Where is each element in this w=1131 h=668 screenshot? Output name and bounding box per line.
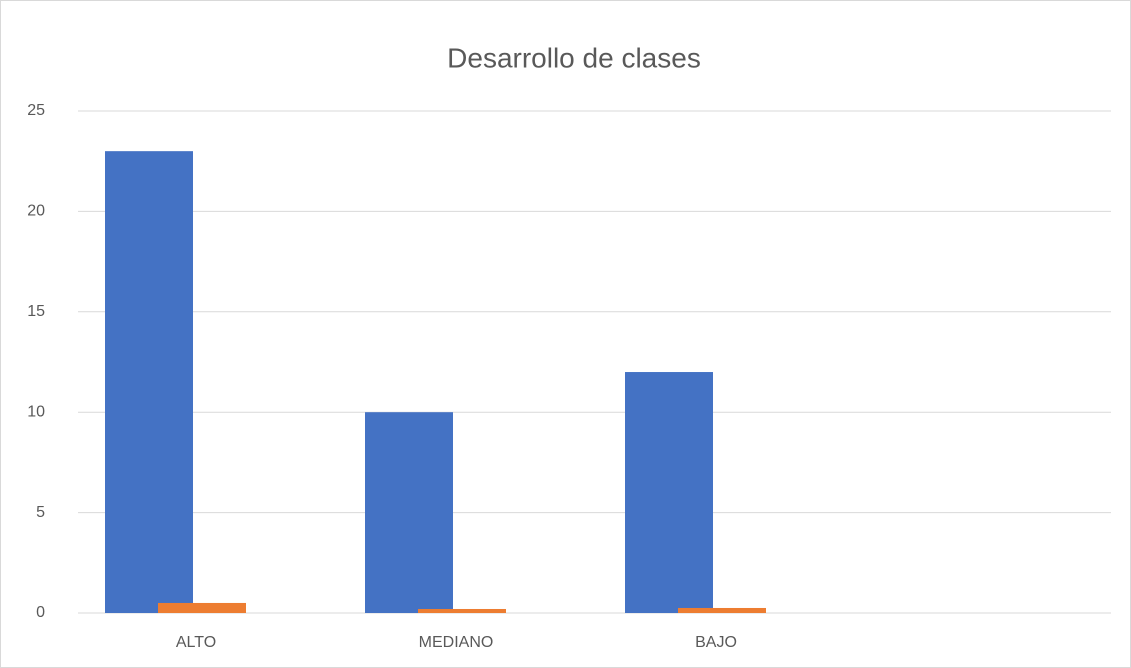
bar [105,151,193,613]
bar [678,607,766,613]
bar [418,608,506,613]
bar [625,372,713,613]
x-tick-label: ALTO [176,634,216,651]
x-tick-label: BAJO [695,634,737,651]
y-tick-label: 10 [27,403,45,420]
y-tick-label: 20 [27,203,45,220]
chart-title: Desarrollo de clases [447,42,701,73]
y-tick-label: 25 [27,102,45,119]
y-tick-label: 0 [36,604,45,621]
bar [158,602,246,613]
y-tick-label: 15 [27,303,45,320]
bar [365,412,453,613]
y-tick-label: 5 [36,504,45,521]
x-tick-label: MEDIANO [419,634,494,651]
